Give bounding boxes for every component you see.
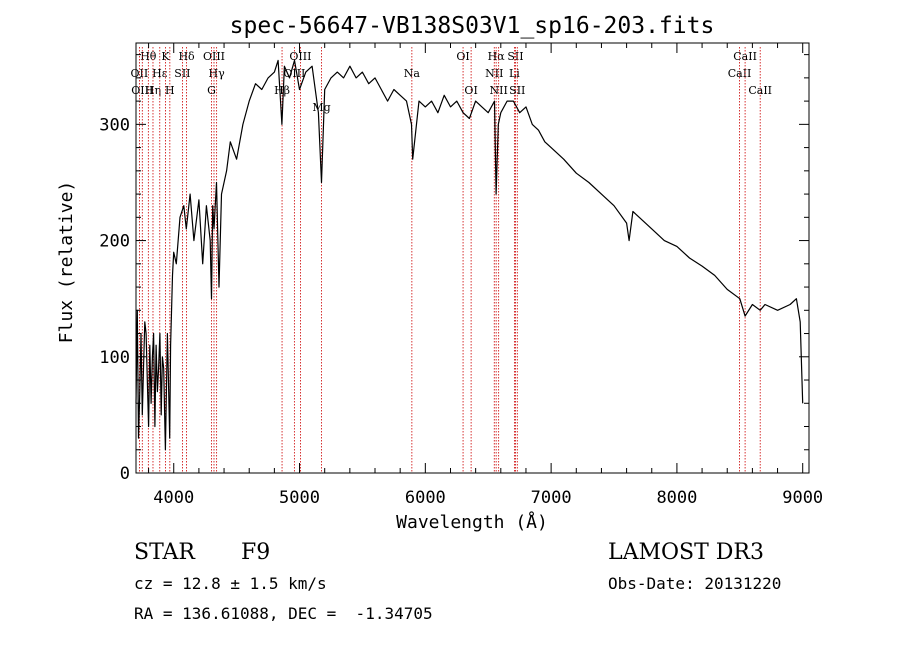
marker-label: SII [507, 50, 523, 63]
marker-label: Hα [488, 50, 506, 63]
marker-label: Hη [145, 84, 161, 97]
marker-label: Hθ [140, 50, 157, 63]
marker-label: K [161, 50, 170, 63]
y-tick-label: 300 [99, 115, 130, 135]
spectrum-series [135, 59, 804, 451]
marker-label: OII [131, 67, 149, 80]
series-line [135, 59, 804, 451]
x-tick-label: 6000 [405, 488, 446, 508]
marker-label: Mg [312, 101, 330, 114]
x-tick-label: 8000 [656, 488, 697, 508]
marker-label: OIII [131, 84, 153, 97]
plot-frame [135, 42, 810, 474]
marker-label: Li [509, 67, 520, 80]
marker-label: OI [464, 84, 477, 97]
marker-label: Na [404, 67, 421, 80]
marker-label: SII [509, 84, 525, 97]
axis-ticks: 4000 5000 6000 7000 8000 9000 0 100 200 300 [99, 43, 823, 508]
marker-label: CaII [728, 67, 752, 80]
marker-label: CaII [733, 50, 757, 63]
marker-label: OIII [203, 50, 225, 63]
marker-label: Hγ [209, 67, 226, 80]
x-tick-label: 4000 [153, 488, 194, 508]
y-tick-label: 100 [99, 348, 130, 368]
marker-label: CaII [748, 84, 772, 97]
y-axis-label: Flux (relative) [56, 181, 77, 344]
x-tick-label: 7000 [531, 488, 572, 508]
marker-label: G [207, 84, 216, 97]
marker-label: OIII [283, 67, 305, 80]
chart-title: spec-56647-VB138S03V1_sp16-203.fits [230, 13, 715, 39]
marker-label: NII [485, 67, 503, 80]
marker-label: NII [490, 84, 508, 97]
y-tick-label: 0 [120, 464, 130, 484]
marker-label: H [165, 84, 175, 97]
x-tick-label: 5000 [279, 488, 320, 508]
x-tick-label: 9000 [782, 488, 823, 508]
marker-label: Hδ [178, 50, 195, 63]
object-subclass: F9 [241, 540, 271, 565]
coordinates: RA = 136.61088, DEC = -1.34705 [134, 604, 433, 623]
x-axis-label: Wavelength (Å) [396, 511, 548, 533]
marker-label: Hβ [274, 84, 290, 97]
observation-date: Obs-Date: 20131220 [608, 574, 782, 593]
object-class: STAR [134, 540, 195, 565]
marker-label: OI [456, 50, 469, 63]
y-tick-label: 200 [99, 232, 130, 252]
marker-label: SII [174, 67, 190, 80]
spectrum-chart: spec-56647-VB138S03V1_sp16-203.fits Hθ OI… [56, 13, 823, 533]
survey-name: LAMOST DR3 [608, 540, 764, 565]
marker-label: Hε [152, 67, 168, 80]
marker-label: OIII [289, 50, 311, 63]
redshift-line: cz = 12.8 ± 1.5 km/s [134, 574, 327, 593]
